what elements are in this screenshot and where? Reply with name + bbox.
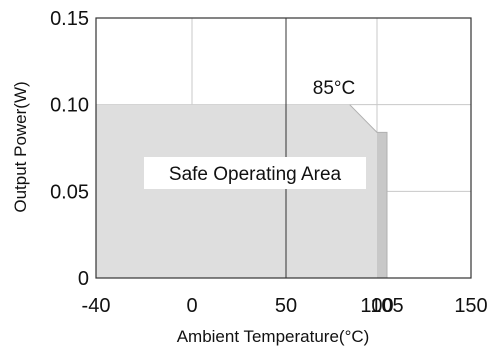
x-axis-title: Ambient Temperature(°C)	[177, 327, 370, 346]
x-tick-label: 105	[370, 295, 403, 317]
area-extension-fill	[377, 132, 387, 278]
annotation-safe-operating-area: Safe Operating Area	[169, 164, 342, 185]
x-tick-label: 0	[186, 295, 197, 317]
annotation-box	[144, 157, 366, 189]
x-tick-label: 100	[360, 295, 393, 317]
y-tick-label: 0.05	[50, 181, 89, 203]
y-tick-label: 0.10	[50, 95, 89, 117]
y-tick-label: 0.15	[50, 8, 89, 30]
x-tick-label: -40	[82, 295, 111, 317]
frame-rect	[95, 17, 472, 279]
area-fill	[96, 104, 377, 278]
plot-frame	[95, 17, 472, 279]
y-tick-label: 0	[78, 268, 89, 290]
derating-curve-line	[349, 104, 388, 278]
y-axis-title: Output Power(W)	[11, 81, 30, 212]
x-tick-label: 50	[275, 295, 297, 317]
annotations: 85°C Safe Operating Area	[144, 78, 366, 189]
x-tick-label: 150	[454, 295, 487, 317]
annotation-85c: 85°C	[313, 78, 355, 99]
safe-operating-area	[96, 104, 388, 278]
